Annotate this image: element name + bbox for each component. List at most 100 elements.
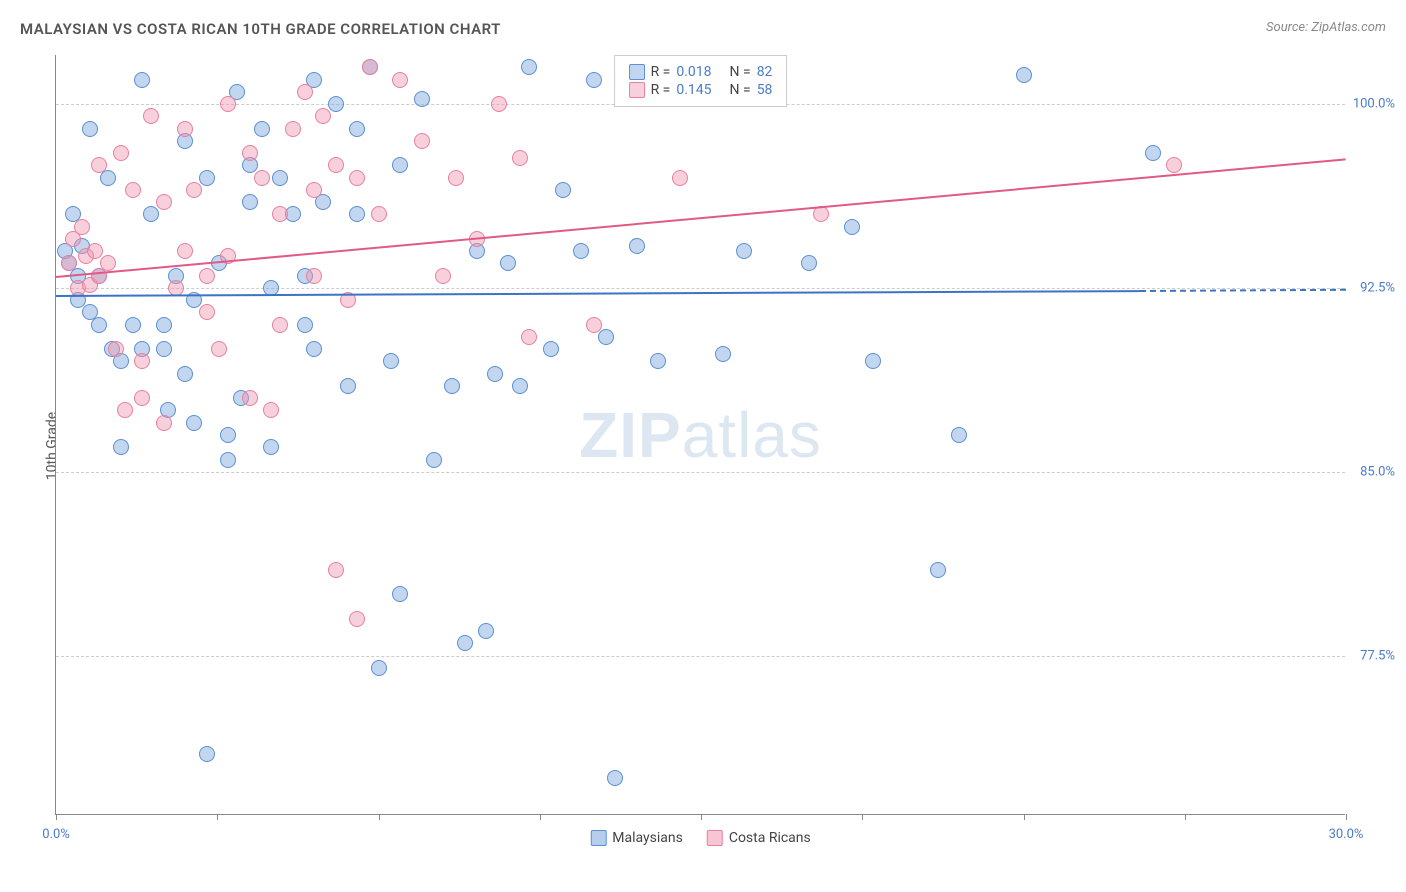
scatter-point <box>844 219 860 235</box>
scatter-point <box>521 329 537 345</box>
scatter-point <box>242 390 258 406</box>
x-tick <box>1024 814 1025 820</box>
legend-n-value: 82 <box>757 64 773 80</box>
legend-swatch <box>629 82 645 98</box>
scatter-point <box>297 84 313 100</box>
scatter-point <box>586 72 602 88</box>
x-tick <box>56 814 57 820</box>
scatter-point <box>220 427 236 443</box>
scatter-point <box>134 353 150 369</box>
x-tick-label: 30.0% <box>1329 827 1364 842</box>
scatter-point <box>512 150 528 166</box>
scatter-point <box>650 353 666 369</box>
watermark: ZIPatlas <box>579 398 822 472</box>
scatter-point <box>1145 145 1161 161</box>
scatter-point <box>263 402 279 418</box>
scatter-point <box>113 145 129 161</box>
scatter-point <box>156 415 172 431</box>
legend-r-label: R = <box>651 64 671 80</box>
scatter-point <box>156 194 172 210</box>
chart-title: MALAYSIAN VS COSTA RICAN 10TH GRADE CORR… <box>20 20 501 38</box>
legend-row: R = 0.145N = 58 <box>629 82 773 98</box>
scatter-point <box>383 353 399 369</box>
scatter-point <box>61 255 77 271</box>
trend-line <box>56 158 1346 278</box>
scatter-point <box>315 108 331 124</box>
scatter-point <box>448 170 464 186</box>
scatter-point <box>371 660 387 676</box>
series-legend: MalaysiansCosta Ricans <box>590 830 811 846</box>
x-tick <box>379 814 380 820</box>
scatter-point <box>1016 67 1032 83</box>
scatter-point <box>272 317 288 333</box>
scatter-point <box>220 452 236 468</box>
scatter-point <box>573 243 589 259</box>
scatter-point <box>328 157 344 173</box>
legend-r-value: 0.018 <box>676 64 711 80</box>
scatter-point <box>607 770 623 786</box>
scatter-point <box>349 121 365 137</box>
scatter-point <box>134 72 150 88</box>
legend-swatch <box>707 830 723 846</box>
x-tick <box>862 814 863 820</box>
scatter-point <box>435 268 451 284</box>
gridline <box>56 656 1345 657</box>
legend-r-value: 0.145 <box>676 82 711 98</box>
scatter-point <box>143 108 159 124</box>
scatter-point <box>125 317 141 333</box>
scatter-point <box>263 439 279 455</box>
scatter-point <box>177 366 193 382</box>
scatter-point <box>392 157 408 173</box>
scatter-point <box>801 255 817 271</box>
scatter-point <box>629 238 645 254</box>
scatter-point <box>272 206 288 222</box>
scatter-point <box>186 182 202 198</box>
scatter-point <box>306 182 322 198</box>
scatter-point <box>813 206 829 222</box>
legend-swatch <box>629 64 645 80</box>
scatter-point <box>736 243 752 259</box>
scatter-point <box>242 194 258 210</box>
scatter-point <box>297 317 313 333</box>
scatter-point <box>306 341 322 357</box>
scatter-point <box>715 346 731 362</box>
scatter-point <box>143 206 159 222</box>
scatter-point <box>74 219 90 235</box>
scatter-point <box>199 304 215 320</box>
scatter-point <box>672 170 688 186</box>
scatter-point <box>100 255 116 271</box>
correlation-legend: R = 0.018N = 82 R = 0.145N = 58 <box>614 55 788 107</box>
y-tick-label: 77.5% <box>1360 648 1395 663</box>
x-tick <box>217 814 218 820</box>
scatter-point <box>1166 157 1182 173</box>
scatter-point <box>211 341 227 357</box>
scatter-point <box>414 91 430 107</box>
gridline <box>56 288 1345 289</box>
scatter-point <box>177 243 193 259</box>
scatter-point <box>285 121 301 137</box>
scatter-point <box>328 562 344 578</box>
scatter-point <box>340 378 356 394</box>
x-tick <box>540 814 541 820</box>
scatter-point <box>586 317 602 333</box>
scatter-point <box>598 329 614 345</box>
scatter-point <box>362 59 378 75</box>
x-tick <box>1346 814 1347 820</box>
scatter-point <box>117 402 133 418</box>
scatter-point <box>865 353 881 369</box>
legend-item: Costa Ricans <box>707 830 811 846</box>
scatter-point <box>254 121 270 137</box>
legend-r-label: R = <box>651 82 671 98</box>
x-tick <box>1185 814 1186 820</box>
x-tick-label: 0.0% <box>42 827 70 842</box>
scatter-point <box>555 182 571 198</box>
scatter-point <box>930 562 946 578</box>
scatter-point <box>87 243 103 259</box>
scatter-point <box>91 157 107 173</box>
y-tick-label: 85.0% <box>1360 464 1395 479</box>
legend-row: R = 0.018N = 82 <box>629 64 773 80</box>
scatter-point <box>487 366 503 382</box>
scatter-point <box>186 415 202 431</box>
legend-swatch <box>590 830 606 846</box>
scatter-point <box>125 182 141 198</box>
